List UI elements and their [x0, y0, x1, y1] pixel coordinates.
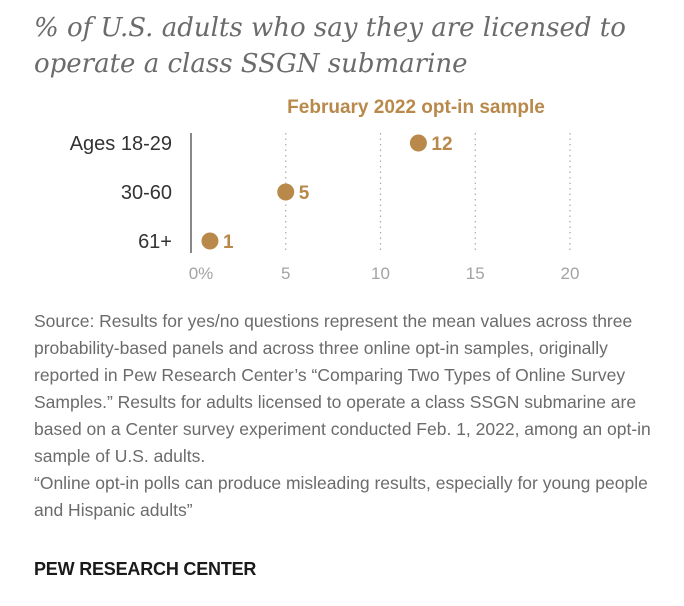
data-label-1: 5: [299, 183, 310, 204]
data-point-2: [201, 232, 219, 250]
data-label-2: 1: [223, 232, 234, 253]
pew-research-center-logo: PEW RESEARCH CENTER: [34, 559, 257, 579]
data-point-0: [409, 134, 427, 152]
x-tick-label-15: 15: [466, 264, 485, 283]
x-tick-label-20: 20: [561, 264, 580, 283]
category-labels: Ages 18-29 30-60 61+: [70, 133, 172, 253]
data-points: [201, 134, 427, 250]
series-label-feb-2022: February 2022 opt-in sample: [287, 97, 545, 118]
data-point-1: [277, 183, 295, 201]
data-labels: 12 5 1: [223, 134, 453, 253]
data-label-0: 12: [431, 134, 452, 155]
x-tick-labels: 0% 5 10 15 20: [189, 264, 580, 283]
chart-title: % of U.S. adults who say they are licens…: [34, 13, 626, 79]
source-text: Source: Results for yes/no questions rep…: [34, 311, 651, 466]
source-note: Source: Results for yes/no questions rep…: [34, 308, 664, 524]
x-tick-label-5: 5: [281, 264, 290, 283]
x-tick-label-0: 0%: [189, 264, 214, 283]
category-label-0: Ages 18-29: [70, 133, 172, 155]
source-headline: “Online opt-in polls can produce mislead…: [34, 473, 648, 520]
x-tick-label-10: 10: [371, 264, 390, 283]
dot-plot-chart: February 2022 opt-in sample Ages 18-29 30…: [70, 97, 580, 283]
category-label-1: 30-60: [121, 182, 172, 204]
category-label-2: 61+: [138, 231, 172, 253]
grid-lines: [285, 133, 571, 253]
